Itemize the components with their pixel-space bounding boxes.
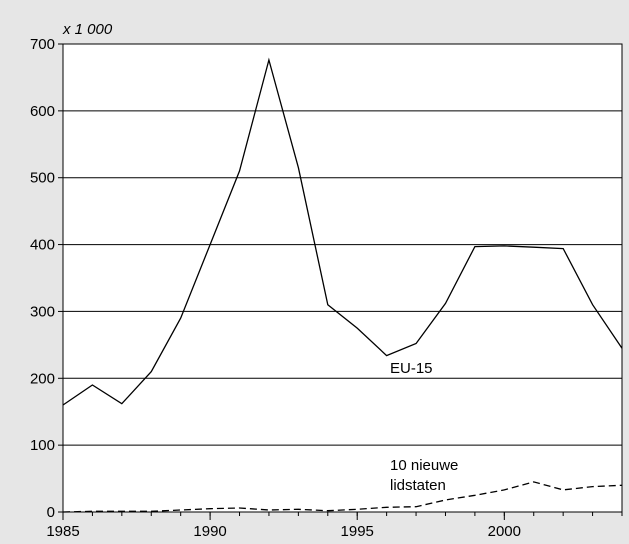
series-label-line-1-0: 10 nieuwe <box>390 457 458 474</box>
series-label-line-1-1: lidstaten <box>390 477 446 494</box>
y-tick-label-500: 500 <box>30 170 55 187</box>
x-tick-label-1985: 1985 <box>46 523 79 540</box>
series-lines <box>62 57 623 513</box>
x-tick-label-1995: 1995 <box>341 523 374 540</box>
series-line-1 <box>62 481 623 513</box>
series-label-line-0-0: EU-15 <box>390 360 433 377</box>
plot-border <box>62 43 623 513</box>
plot-area <box>63 44 622 512</box>
plot-frame <box>62 43 623 513</box>
y-tick-label-0: 0 <box>47 504 55 521</box>
y-tick-label-400: 400 <box>30 237 55 254</box>
x-tick-label-1990: 1990 <box>193 523 226 540</box>
series-label-new-members: 10 nieuwe lidstaten <box>390 457 458 494</box>
y-tick-label-300: 300 <box>30 303 55 320</box>
y-tick-label-600: 600 <box>30 103 55 120</box>
y-tick-label-700: 700 <box>30 36 55 53</box>
x-axis-ticks: 1985 1990 1995 2000 <box>46 512 623 540</box>
series-line-0 <box>62 57 623 406</box>
y-tick-label-100: 100 <box>30 437 55 454</box>
y-axis-ticks: 0 100 200 300 400 500 600 700 <box>30 36 63 521</box>
y-tick-label-200: 200 <box>30 370 55 387</box>
y-unit-label: x 1 000 <box>62 21 113 38</box>
x-tick-label-2000: 2000 <box>488 523 521 540</box>
series-label-eu15: EU-15 <box>390 360 433 377</box>
